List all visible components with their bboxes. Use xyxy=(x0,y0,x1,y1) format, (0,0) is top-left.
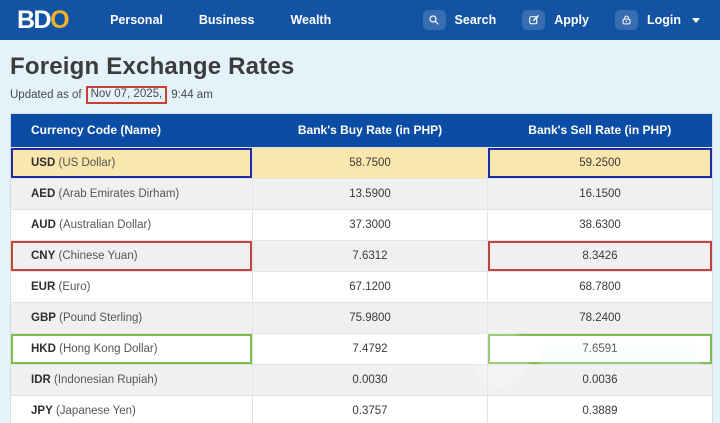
primary-nav: Personal Business Wealth xyxy=(110,13,331,27)
sell-rate: 7.6591 xyxy=(487,332,713,365)
fx-row-aed: AED (Arab Emirates Dirham) 13.5900 16.15… xyxy=(10,177,713,210)
chevron-down-icon xyxy=(692,17,700,23)
buy-rate: 7.6312 xyxy=(252,239,488,272)
bdo-logo[interactable]: BDO xyxy=(17,5,70,34)
updated-time: 9:44 am xyxy=(171,88,213,101)
header-buy-rate: Bank's Buy Rate (in PHP) xyxy=(252,113,488,148)
currency-cell: AUD (Australian Dollar) xyxy=(10,208,253,241)
buy-rate: 67.1200 xyxy=(252,270,488,303)
currency-name: (US Dollar) xyxy=(58,156,116,169)
sell-rate: 68.7800 xyxy=(487,270,713,303)
sell-rate: 0.3889 xyxy=(487,394,713,423)
currency-code: HKD xyxy=(31,342,56,355)
sell-rate: 16.1500 xyxy=(487,177,713,210)
lock-icon xyxy=(614,10,638,30)
currency-code: CNY xyxy=(31,249,56,262)
nav-link-wealth[interactable]: Wealth xyxy=(290,13,332,27)
currency-code: JPY xyxy=(31,404,53,417)
top-navbar: BDO Personal Business Wealth Search Appl… xyxy=(0,0,720,40)
buy-rate: 7.4792 xyxy=(252,332,488,365)
updated-prefix: Updated as of xyxy=(10,88,82,101)
fx-row-eur: EUR (Euro) 67.1200 68.7800 xyxy=(10,270,713,303)
currency-code: IDR xyxy=(31,373,51,386)
fx-rates-table: Currency Code (Name) Bank's Buy Rate (in… xyxy=(10,112,713,423)
header-currency-code: Currency Code (Name) xyxy=(10,113,253,148)
updated-timestamp: Updated as of Nov 07, 2025, 9:44 am xyxy=(10,86,710,104)
currency-name: (Hong Kong Dollar) xyxy=(59,342,158,355)
apply-label: Apply xyxy=(554,13,589,27)
table-header-row: Currency Code (Name) Bank's Buy Rate (in… xyxy=(10,113,713,148)
fx-row-usd: USD (US Dollar) 58.7500 59.2500 xyxy=(10,146,713,179)
page-title: Foreign Exchange Rates xyxy=(10,53,295,80)
fx-row-gbp: GBP (Pound Sterling) 75.9800 78.2400 xyxy=(10,301,713,334)
currency-name: (Euro) xyxy=(58,280,91,293)
buy-rate: 0.3757 xyxy=(252,394,488,423)
currency-code: GBP xyxy=(31,311,56,324)
edit-apply-icon xyxy=(522,10,546,30)
currency-name: (Arab Emirates Dirham) xyxy=(58,187,180,200)
fx-rates-page: Foreign Exchange Rates Updated as of Nov… xyxy=(0,53,720,423)
currency-name: (Pound Sterling) xyxy=(59,311,143,324)
currency-cell: IDR (Indonesian Rupiah) xyxy=(10,363,253,396)
apply-button[interactable]: Apply xyxy=(522,10,589,30)
currency-name: (Australian Dollar) xyxy=(59,218,152,231)
sell-rate: 38.6300 xyxy=(487,208,713,241)
bdo-logo-bd: BD xyxy=(17,5,52,34)
sell-rate: 0.0036 xyxy=(487,363,713,396)
fx-row-cny: CNY (Chinese Yuan) 7.6312 8.3426 xyxy=(10,239,713,272)
currency-code: USD xyxy=(31,156,56,169)
currency-cell: EUR (Euro) xyxy=(10,270,253,303)
search-label: Search xyxy=(454,13,497,27)
currency-cell: USD (US Dollar) xyxy=(10,146,253,179)
sell-rate: 78.2400 xyxy=(487,301,713,334)
nav-link-business[interactable]: Business xyxy=(198,13,255,27)
buy-rate: 37.3000 xyxy=(252,208,488,241)
currency-code: AUD xyxy=(31,218,56,231)
sell-rate: 8.3426 xyxy=(487,239,713,272)
nav-actions: Search Apply Login xyxy=(422,10,700,30)
currency-code: AED xyxy=(31,187,56,200)
currency-cell: CNY (Chinese Yuan) xyxy=(10,239,253,272)
buy-rate: 75.9800 xyxy=(252,301,488,334)
search-button[interactable]: Search xyxy=(422,10,497,30)
buy-rate: 13.5900 xyxy=(252,177,488,210)
updated-date-annotation-box: Nov 07, 2025, xyxy=(85,86,168,104)
fx-row-jpy: JPY (Japanese Yen) 0.3757 0.3889 xyxy=(10,394,713,423)
buy-rate: 58.7500 xyxy=(252,146,488,179)
fx-row-idr: IDR (Indonesian Rupiah) 0.0030 0.0036 xyxy=(10,363,713,396)
currency-name: (Japanese Yen) xyxy=(55,404,136,417)
buy-rate: 0.0030 xyxy=(252,363,488,396)
currency-cell: JPY (Japanese Yen) xyxy=(10,394,253,423)
sell-rate: 59.2500 xyxy=(487,146,713,179)
fx-row-hkd: HKD (Hong Kong Dollar) 7.4792 7.6591 xyxy=(10,332,713,365)
search-icon xyxy=(422,10,446,30)
currency-cell: GBP (Pound Sterling) xyxy=(10,301,253,334)
login-label: Login xyxy=(646,13,681,27)
currency-name: (Chinese Yuan) xyxy=(58,249,138,262)
fx-row-aud: AUD (Australian Dollar) 37.3000 38.6300 xyxy=(10,208,713,241)
currency-code: EUR xyxy=(31,280,56,293)
nav-link-personal[interactable]: Personal xyxy=(110,13,163,27)
currency-cell: AED (Arab Emirates Dirham) xyxy=(10,177,253,210)
currency-name: (Indonesian Rupiah) xyxy=(54,373,158,386)
currency-cell: HKD (Hong Kong Dollar) xyxy=(10,332,253,365)
login-button[interactable]: Login xyxy=(614,10,700,30)
header-sell-rate: Bank's Sell Rate (in PHP) xyxy=(487,113,713,148)
bdo-logo-o: O xyxy=(50,5,69,34)
